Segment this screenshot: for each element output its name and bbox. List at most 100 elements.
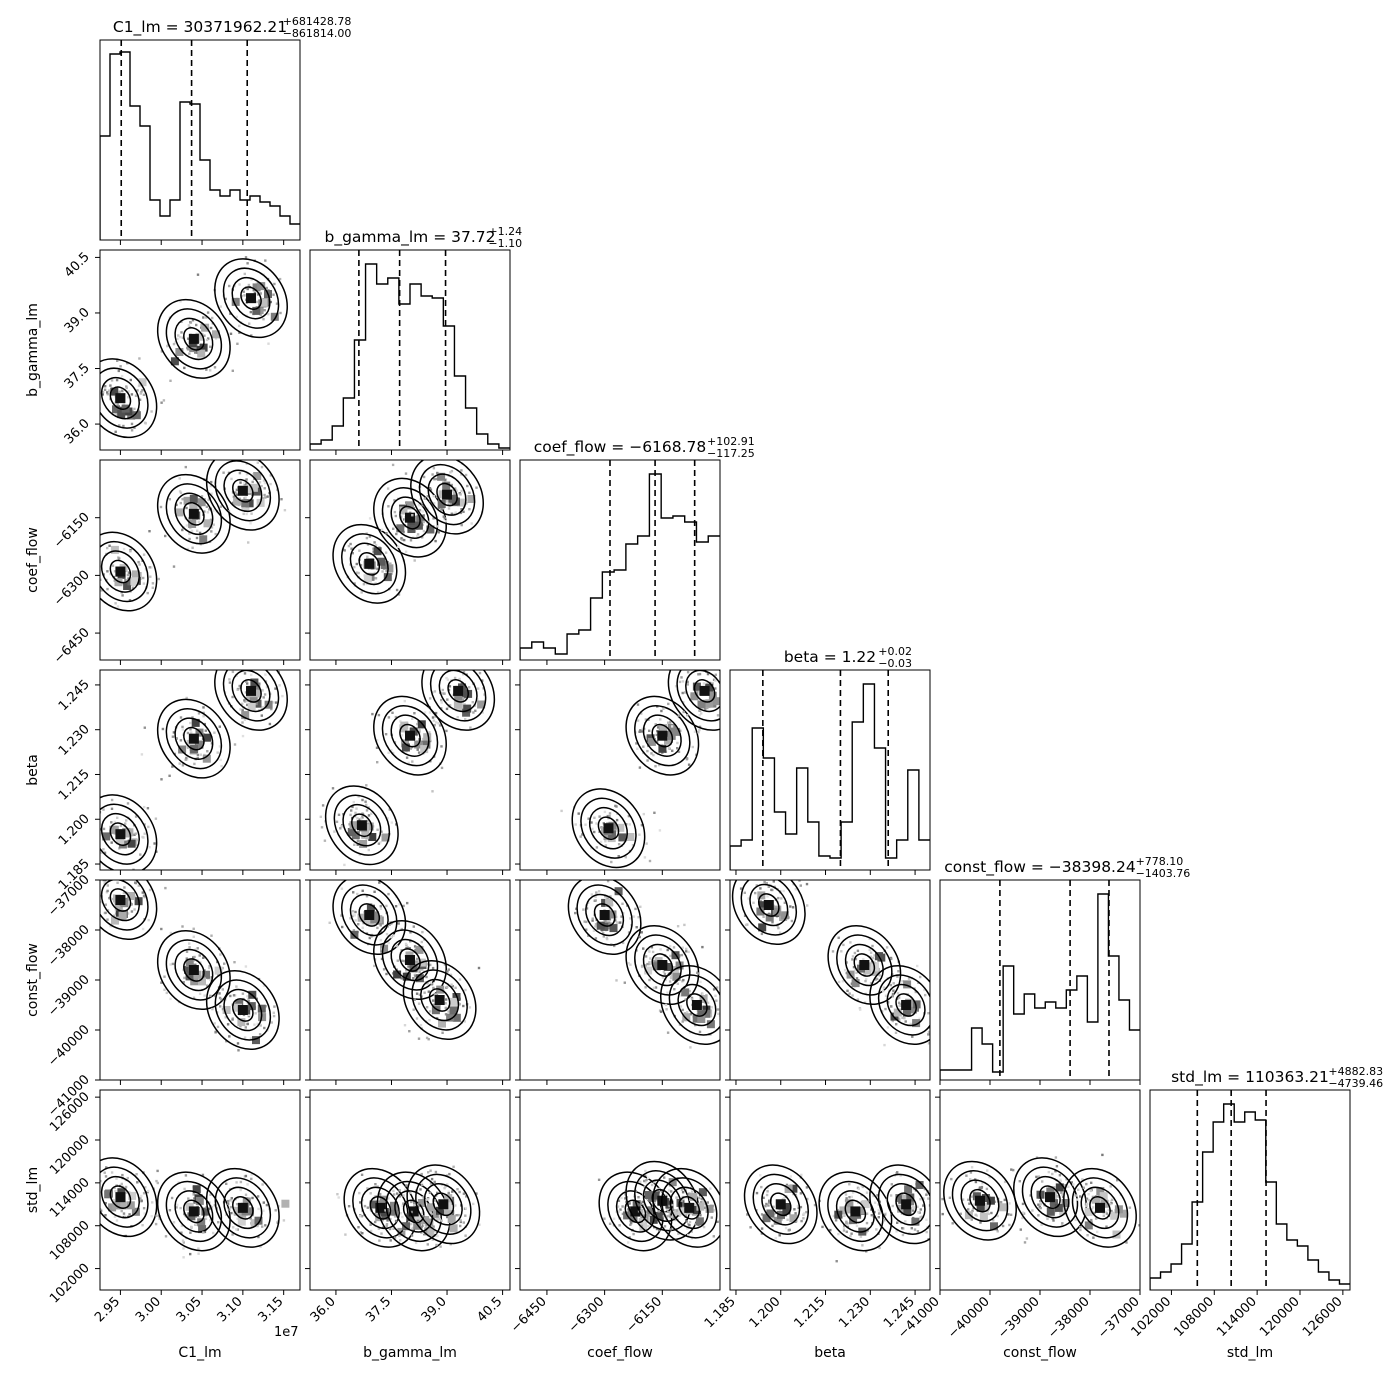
sample-point [469, 667, 471, 669]
density-cell [422, 740, 431, 749]
sample-point [453, 493, 456, 496]
sample-point [979, 1221, 982, 1224]
sample-point [365, 532, 368, 535]
sample-point [973, 1190, 976, 1194]
contour-level-2 [951, 1170, 1009, 1232]
density-cell [365, 822, 374, 831]
sample-point [621, 941, 625, 945]
sample-point [467, 648, 469, 650]
sample-point [861, 1244, 864, 1247]
sample-point [272, 1014, 276, 1018]
sample-point [726, 689, 728, 691]
sample-point [257, 1207, 260, 1211]
sample-point [778, 931, 782, 934]
sample-point [857, 1187, 860, 1190]
contour-level-0 [232, 478, 254, 503]
sample-point [239, 1180, 243, 1184]
sample-point [139, 392, 142, 395]
sample-point [427, 520, 430, 523]
sample-point [925, 1193, 928, 1196]
sample-point [234, 454, 236, 456]
sample-point [379, 907, 383, 910]
contour-level-3 [156, 698, 231, 779]
sample-point [440, 508, 443, 511]
sample-point [392, 1189, 395, 1193]
sample-point [181, 725, 184, 729]
sample-point [213, 1022, 216, 1025]
sample-point [224, 1016, 227, 1019]
x-tick-label: −39000 [995, 1294, 1043, 1342]
density-peak [188, 1206, 199, 1217]
y-axis-label-std_lm: std_lm [25, 1167, 41, 1213]
sample-point [247, 1013, 251, 1017]
sample-point [209, 994, 212, 998]
sample-point [454, 986, 457, 989]
contour-level-0 [399, 505, 421, 530]
sample-point [386, 1219, 389, 1222]
sample-point [461, 666, 463, 668]
contour-level-1 [390, 496, 430, 539]
sample-point [206, 984, 209, 987]
sample-point [208, 508, 211, 511]
contour-level-0 [358, 903, 381, 927]
sample-point [594, 895, 597, 899]
sample-point [229, 1205, 233, 1209]
sample-point [110, 379, 114, 382]
sample-point [432, 719, 436, 722]
sample-point [432, 517, 435, 520]
sample-point [124, 1186, 127, 1189]
sample-point [203, 994, 206, 997]
sample-point [696, 690, 699, 693]
sample-point [190, 731, 193, 734]
contour-level-0 [895, 993, 917, 1017]
sample-point [171, 962, 175, 966]
panel-frame [519, 879, 721, 1081]
density-cell [114, 902, 123, 911]
sample-point [648, 859, 652, 863]
sample-point [699, 709, 702, 712]
sample-point [666, 991, 669, 994]
sample-point [855, 1224, 859, 1228]
sample-point [402, 1202, 405, 1205]
sample-point [238, 471, 242, 475]
sample-point [793, 1208, 796, 1211]
sample-point [376, 1185, 379, 1188]
sample-point [869, 981, 873, 985]
contour-level-3 [1013, 1157, 1087, 1238]
sample-point [593, 830, 596, 834]
x-tick-label: 1.215 [791, 1294, 828, 1331]
sample-point [127, 390, 130, 393]
sample-point [885, 946, 889, 949]
sample-point [202, 316, 205, 319]
sample-point [778, 1234, 781, 1237]
density-peak [657, 730, 668, 741]
sample-point [399, 1239, 402, 1242]
sample-point [680, 1199, 683, 1203]
sample-point [877, 1216, 880, 1219]
sample-point [433, 1199, 437, 1202]
sample-point [127, 396, 130, 399]
sample-point [605, 937, 608, 940]
sample-point [421, 1224, 425, 1227]
sample-point [691, 998, 694, 1001]
sample-point [264, 1224, 267, 1227]
sample-point [849, 1235, 852, 1238]
sample-point [392, 934, 395, 937]
sample-point [901, 1233, 905, 1237]
sample-point [472, 1202, 475, 1206]
sample-point [762, 915, 765, 918]
sample-point [176, 1203, 179, 1207]
sample-point [267, 342, 270, 345]
contour-level-1 [677, 983, 717, 1027]
sample-point [746, 1213, 749, 1216]
sample-point [637, 1196, 640, 1199]
sample-point [355, 562, 358, 566]
sample-point [407, 761, 410, 765]
sample-point [374, 1183, 377, 1186]
contour-level-2 [660, 1177, 718, 1239]
sample-point [923, 988, 926, 992]
contour-level-3 [324, 785, 399, 866]
sample-point [209, 484, 213, 488]
sample-point [440, 745, 443, 748]
